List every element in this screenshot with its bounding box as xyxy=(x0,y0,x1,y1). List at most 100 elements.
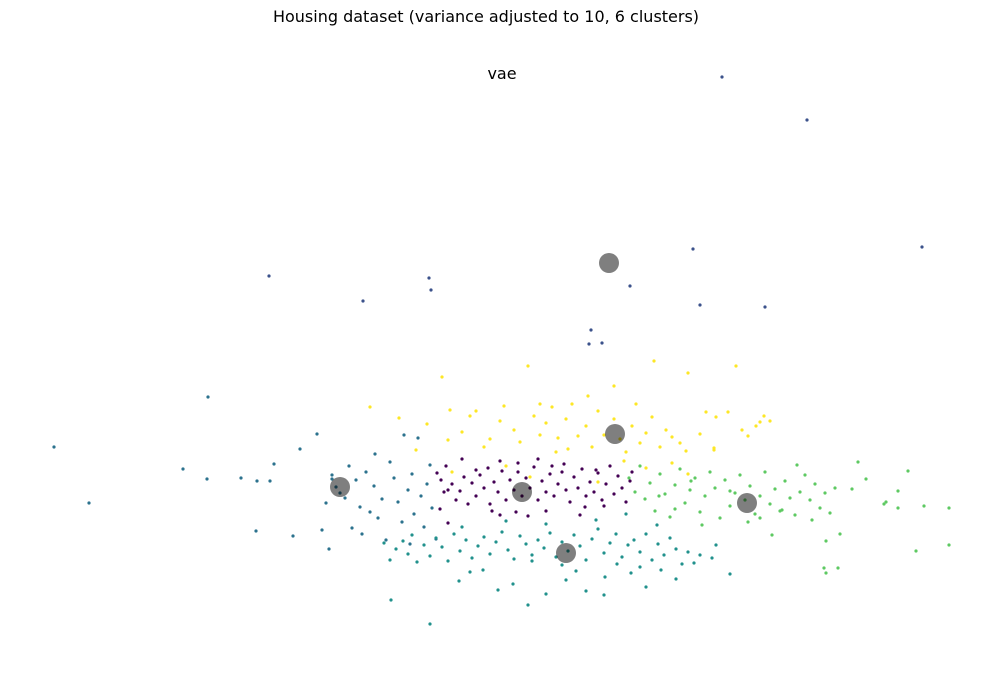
data-point-cluster-3 xyxy=(698,553,702,557)
cluster-centroid xyxy=(737,493,757,513)
data-point-cluster-2 xyxy=(347,464,351,468)
data-point-cluster-4 xyxy=(657,494,661,498)
data-point-cluster-4 xyxy=(627,476,631,480)
data-point-cluster-4 xyxy=(818,506,822,510)
data-point-cluster-4 xyxy=(738,473,742,477)
data-point-cluster-2 xyxy=(422,525,426,529)
data-point-cluster-0 xyxy=(568,500,572,504)
cluster-centroid xyxy=(512,482,532,502)
data-point-cluster-2 xyxy=(368,510,372,514)
data-point-cluster-0 xyxy=(630,470,634,474)
data-point-cluster-3 xyxy=(406,552,410,556)
data-point-cluster-3 xyxy=(458,549,462,553)
data-point-cluster-0 xyxy=(576,486,580,490)
data-point-cluster-5 xyxy=(746,434,750,438)
data-point-cluster-3 xyxy=(452,532,456,536)
data-point-cluster-5 xyxy=(576,434,580,438)
data-point-cluster-3 xyxy=(434,536,438,540)
data-point-cluster-3 xyxy=(603,575,607,579)
data-point-cluster-4 xyxy=(698,510,702,514)
data-point-cluster-2 xyxy=(425,482,429,486)
data-point-cluster-5 xyxy=(488,437,492,441)
data-point-cluster-3 xyxy=(422,543,426,547)
data-point-cluster-0 xyxy=(624,500,628,504)
data-point-cluster-5 xyxy=(550,405,554,409)
data-point-cluster-4 xyxy=(803,473,807,477)
data-point-cluster-4 xyxy=(688,488,692,492)
data-point-cluster-4 xyxy=(758,494,762,498)
data-point-cluster-2 xyxy=(327,547,331,551)
data-point-cluster-2 xyxy=(87,501,91,505)
points-layer xyxy=(52,75,951,626)
data-point-cluster-2 xyxy=(376,516,380,520)
data-point-cluster-0 xyxy=(548,472,552,476)
data-point-cluster-2 xyxy=(400,520,404,524)
data-point-cluster-4 xyxy=(763,470,767,474)
data-point-cluster-2 xyxy=(373,452,377,456)
data-point-cluster-0 xyxy=(482,486,486,490)
data-point-cluster-5 xyxy=(502,404,506,408)
data-point-cluster-0 xyxy=(514,510,518,514)
data-point-cluster-0 xyxy=(536,498,540,502)
data-point-cluster-3 xyxy=(512,557,516,561)
data-point-cluster-0 xyxy=(439,478,443,482)
data-point-cluster-5 xyxy=(726,410,730,414)
data-point-cluster-5 xyxy=(566,447,570,451)
data-point-cluster-4 xyxy=(914,549,918,553)
data-point-cluster-3 xyxy=(476,544,480,548)
data-point-cluster-3 xyxy=(680,562,684,566)
data-point-cluster-4 xyxy=(689,479,693,483)
data-point-cluster-3 xyxy=(394,547,398,551)
data-point-cluster-0 xyxy=(462,475,466,479)
data-point-cluster-0 xyxy=(608,464,612,468)
data-point-cluster-0 xyxy=(583,505,587,509)
data-point-cluster-0 xyxy=(490,509,494,513)
data-point-cluster-4 xyxy=(947,543,951,547)
data-point-cluster-0 xyxy=(498,459,502,463)
data-point-cluster-5 xyxy=(740,428,744,432)
data-point-cluster-3 xyxy=(629,571,633,575)
data-point-cluster-4 xyxy=(833,486,837,490)
data-point-cluster-4 xyxy=(728,489,732,493)
data-point-cluster-4 xyxy=(768,502,772,506)
data-point-cluster-3 xyxy=(530,559,534,563)
data-point-cluster-3 xyxy=(659,568,663,572)
data-point-cluster-4 xyxy=(758,516,762,520)
data-point-cluster-2 xyxy=(380,497,384,501)
data-point-cluster-4 xyxy=(780,508,784,512)
data-point-cluster-0 xyxy=(500,469,504,473)
data-point-cluster-3 xyxy=(526,603,530,607)
data-point-cluster-4 xyxy=(668,515,672,519)
data-point-cluster-3 xyxy=(496,588,500,592)
data-point-cluster-1 xyxy=(427,276,431,280)
data-point-cluster-3 xyxy=(482,535,486,539)
data-point-cluster-3 xyxy=(415,560,419,564)
data-point-cluster-0 xyxy=(446,521,450,525)
data-point-cluster-5 xyxy=(686,371,690,375)
data-point-cluster-0 xyxy=(516,461,520,465)
data-point-cluster-5 xyxy=(528,475,532,479)
data-point-cluster-5 xyxy=(612,384,616,388)
data-point-cluster-0 xyxy=(460,457,464,461)
data-point-cluster-5 xyxy=(556,436,560,440)
data-point-cluster-5 xyxy=(425,422,429,426)
data-point-cluster-3 xyxy=(692,561,696,565)
data-point-cluster-3 xyxy=(457,579,461,583)
data-point-cluster-3 xyxy=(710,556,714,560)
data-point-cluster-3 xyxy=(428,622,432,626)
data-point-cluster-5 xyxy=(554,450,558,454)
data-point-cluster-5 xyxy=(397,416,401,420)
data-point-cluster-4 xyxy=(793,513,797,517)
data-point-cluster-2 xyxy=(324,501,328,505)
data-point-cluster-4 xyxy=(824,571,828,575)
data-point-cluster-1 xyxy=(763,305,767,309)
data-point-cluster-4 xyxy=(708,470,712,474)
data-point-cluster-4 xyxy=(648,481,652,485)
data-point-cluster-3 xyxy=(560,540,564,544)
data-point-cluster-5 xyxy=(482,445,486,449)
data-point-cluster-1 xyxy=(805,118,809,122)
data-point-cluster-4 xyxy=(808,498,812,502)
data-point-cluster-2 xyxy=(364,470,368,474)
data-point-cluster-0 xyxy=(544,490,548,494)
data-point-cluster-3 xyxy=(382,541,386,545)
